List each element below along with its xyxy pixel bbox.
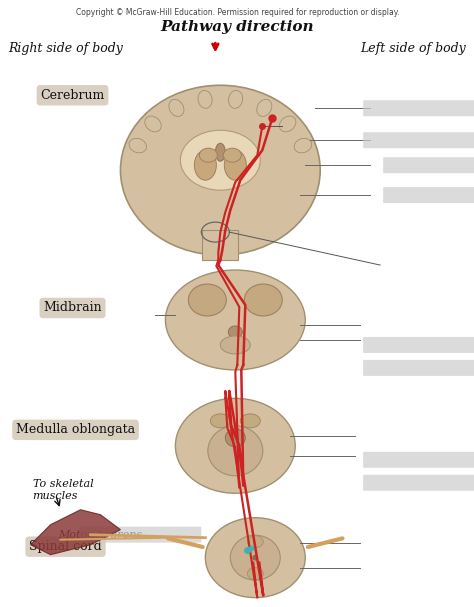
Ellipse shape [253, 555, 258, 560]
Bar [202, 230, 238, 260]
Ellipse shape [240, 414, 260, 428]
FancyBboxPatch shape [363, 452, 474, 468]
Ellipse shape [188, 284, 226, 316]
FancyBboxPatch shape [363, 475, 474, 490]
Text: To skeletal
muscles: To skeletal muscles [33, 479, 93, 501]
Ellipse shape [224, 150, 246, 180]
Ellipse shape [294, 138, 312, 153]
Text: Cerebrum: Cerebrum [40, 89, 105, 102]
Text: Spinal cord: Spinal cord [29, 540, 102, 553]
Ellipse shape [220, 336, 250, 354]
Ellipse shape [165, 270, 305, 370]
Ellipse shape [280, 116, 296, 132]
Text: Motor neurons: Motor neurons [58, 530, 143, 540]
FancyArrowPatch shape [168, 538, 203, 547]
Ellipse shape [215, 143, 225, 161]
Text: Left side of body: Left side of body [360, 42, 466, 55]
Ellipse shape [169, 100, 184, 117]
Ellipse shape [223, 148, 241, 162]
Ellipse shape [200, 148, 218, 162]
Ellipse shape [198, 90, 212, 108]
FancyBboxPatch shape [363, 337, 474, 353]
Ellipse shape [247, 536, 263, 548]
Ellipse shape [228, 90, 243, 108]
Ellipse shape [208, 426, 263, 476]
Ellipse shape [244, 284, 282, 316]
Ellipse shape [120, 86, 320, 255]
FancyBboxPatch shape [80, 527, 201, 543]
FancyBboxPatch shape [383, 157, 474, 173]
FancyBboxPatch shape [363, 100, 474, 117]
Ellipse shape [247, 568, 263, 580]
Ellipse shape [205, 518, 305, 598]
FancyBboxPatch shape [363, 132, 474, 148]
Ellipse shape [210, 414, 230, 428]
Text: Medulla oblongata: Medulla oblongata [16, 423, 135, 436]
FancyArrowPatch shape [308, 538, 343, 547]
Polygon shape [31, 510, 120, 555]
Text: Midbrain: Midbrain [43, 302, 102, 314]
Ellipse shape [181, 131, 260, 190]
Ellipse shape [230, 535, 280, 580]
FancyBboxPatch shape [383, 187, 474, 203]
Ellipse shape [145, 116, 161, 132]
Text: Copyright © McGraw-Hill Education. Permission required for reproduction or displ: Copyright © McGraw-Hill Education. Permi… [75, 8, 399, 18]
Ellipse shape [175, 398, 295, 493]
Ellipse shape [228, 326, 242, 338]
FancyBboxPatch shape [363, 360, 474, 376]
Ellipse shape [257, 100, 272, 117]
Ellipse shape [129, 138, 146, 153]
Text: Pathway direction: Pathway direction [161, 21, 314, 35]
Ellipse shape [194, 150, 216, 180]
Text: Right side of body: Right side of body [9, 42, 124, 55]
Ellipse shape [225, 429, 246, 447]
